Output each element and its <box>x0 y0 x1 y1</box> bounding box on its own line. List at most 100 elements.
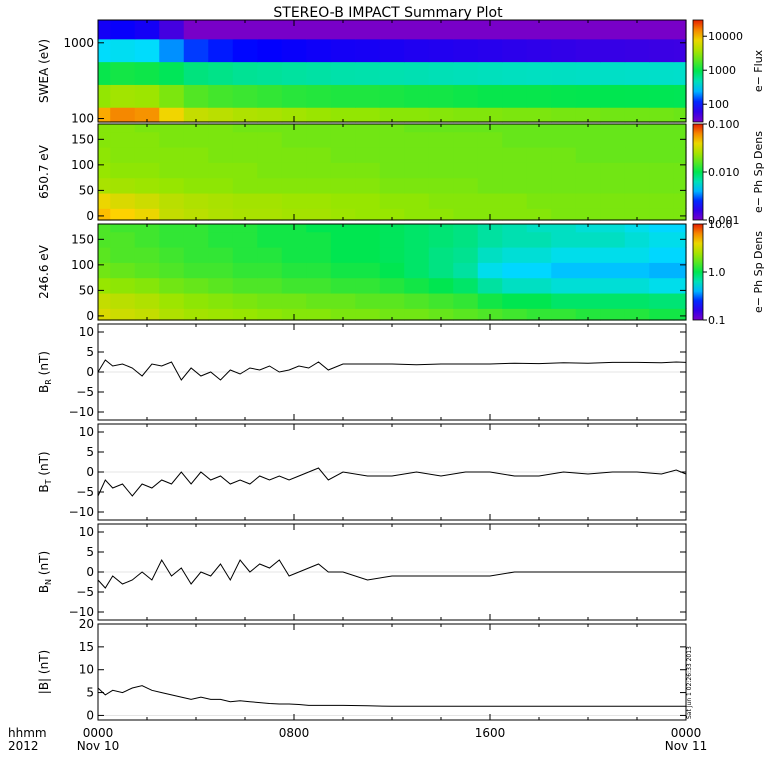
heatmap-cell <box>673 277 687 294</box>
heatmap-cell <box>477 38 503 63</box>
heatmap-cell <box>208 308 234 321</box>
heatmap-cell <box>257 107 283 123</box>
heatmap-cell <box>649 246 675 263</box>
heatmap-cell <box>477 262 503 279</box>
heatmap-cell <box>428 124 454 133</box>
colorbar-tick-label: 0.1 <box>708 314 726 327</box>
heatmap-cell <box>257 224 283 233</box>
heatmap-cell <box>330 231 356 248</box>
heatmap-cell <box>281 231 307 248</box>
heatmap-cell <box>649 308 675 321</box>
heatmap-cell <box>575 61 601 85</box>
heatmap-cell <box>453 231 479 248</box>
heatmap-cell <box>575 38 601 63</box>
heatmap-cell <box>110 308 136 321</box>
time-tick-label: 1600 <box>475 726 506 740</box>
panel-6: −10 −5 0 5 10 BN (nT) <box>37 523 687 621</box>
heatmap-cell <box>98 177 111 194</box>
heatmap-cell <box>673 246 687 263</box>
heatmap-cell <box>673 146 687 163</box>
heatmap-cell <box>134 131 160 148</box>
panel-frame <box>97 623 687 721</box>
heatmap-cell <box>551 146 577 163</box>
heatmap-cell <box>257 124 283 133</box>
y-tick-label: 50 <box>79 283 94 297</box>
heatmap-cell <box>330 20 356 40</box>
y-axis-label: |B| (nT) <box>37 650 51 694</box>
heatmap-cell <box>404 208 430 221</box>
heatmap-cell <box>649 292 675 309</box>
heatmap-cell <box>453 192 479 209</box>
heatmap-cell <box>134 292 160 309</box>
heatmap-cell <box>281 107 307 123</box>
heatmap-cell <box>673 177 687 194</box>
y-tick-label: 100 <box>71 158 94 172</box>
heatmap-cell <box>330 61 356 85</box>
heatmap-cell <box>428 308 454 321</box>
heatmap-cell <box>649 20 675 40</box>
y-tick-label: 10 <box>79 663 94 677</box>
heatmap-cell <box>281 292 307 309</box>
heatmap-cell <box>526 208 552 221</box>
y-tick-label: 0 <box>86 565 94 579</box>
heatmap-cell <box>379 277 405 294</box>
heatmap-cell <box>624 38 650 63</box>
heatmap-cell <box>502 61 528 85</box>
heatmap-cell <box>281 146 307 163</box>
heatmap-cell <box>306 177 332 194</box>
heatmap-cell <box>673 224 687 233</box>
heatmap-cell <box>600 246 626 263</box>
heatmap-cell <box>502 20 528 40</box>
heatmap-cell <box>281 162 307 179</box>
heatmap-cell <box>183 61 209 85</box>
heatmap-cell <box>98 162 111 179</box>
heatmap-cell <box>355 162 381 179</box>
heatmap-cell <box>257 84 283 108</box>
heatmap-cell <box>330 192 356 209</box>
heatmap-cell <box>502 292 528 309</box>
heatmap-cell <box>600 208 626 221</box>
heatmap-cell <box>134 224 160 233</box>
heatmap-cell <box>281 277 307 294</box>
y-tick-label: −5 <box>76 485 94 499</box>
heatmap-cell <box>428 292 454 309</box>
heatmap-cell <box>208 162 234 179</box>
y-tick-label: −5 <box>76 585 94 599</box>
heatmap-cell <box>98 224 111 233</box>
heatmap-cell <box>404 177 430 194</box>
heatmap-cell <box>355 277 381 294</box>
heatmap-cell <box>575 162 601 179</box>
heatmap-cell <box>355 146 381 163</box>
heatmap-cell <box>110 231 136 248</box>
heatmap-cell <box>453 177 479 194</box>
heatmap-cell <box>110 20 136 40</box>
heatmap-cell <box>453 124 479 133</box>
heatmap-cell <box>183 262 209 279</box>
heatmap-cell <box>159 124 185 133</box>
heatmap-cell <box>477 292 503 309</box>
heatmap-cell <box>526 20 552 40</box>
heatmap-cell <box>379 107 405 123</box>
heatmap-cell <box>575 292 601 309</box>
heatmap-cell <box>257 231 283 248</box>
heatmap-cell <box>502 224 528 233</box>
heatmap-cell <box>428 277 454 294</box>
heatmap-cell <box>257 162 283 179</box>
colorbar-tick-label: 1000 <box>708 64 736 77</box>
heatmap-cell <box>649 192 675 209</box>
heatmap-cell <box>159 192 185 209</box>
heatmap-cell <box>355 84 381 108</box>
heatmap-cell <box>355 38 381 63</box>
heatmap-cell <box>575 131 601 148</box>
heatmap-cell <box>208 292 234 309</box>
heatmap-cell <box>551 292 577 309</box>
heatmap-cell <box>98 208 111 221</box>
heatmap-cell <box>110 292 136 309</box>
heatmap-cell <box>134 20 160 40</box>
heatmap-cell <box>159 131 185 148</box>
heatmap-cell <box>600 224 626 233</box>
colorbar-tick-label: 0.100 <box>708 118 740 131</box>
heatmap-cell <box>330 107 356 123</box>
heatmap-cell <box>624 177 650 194</box>
